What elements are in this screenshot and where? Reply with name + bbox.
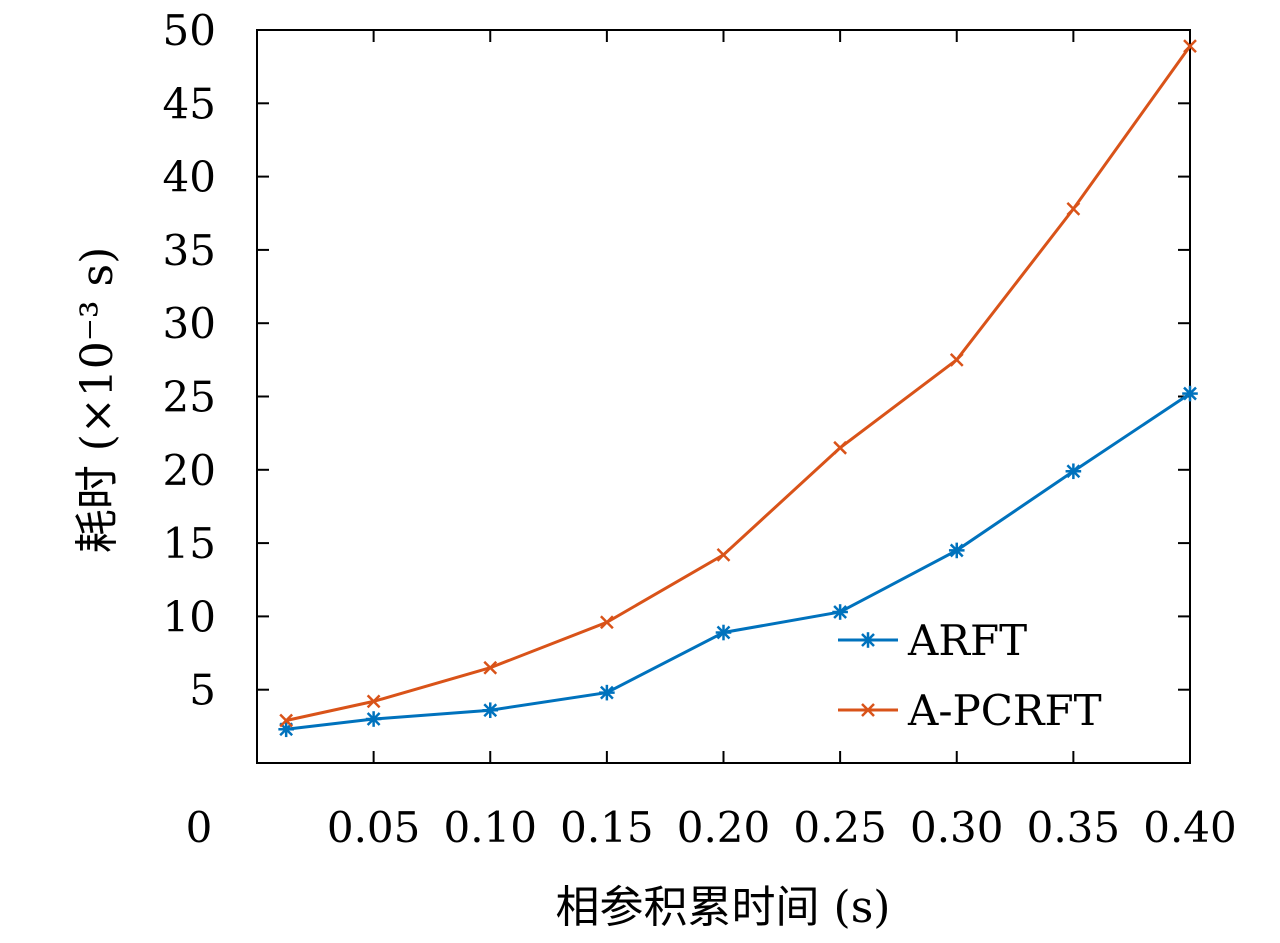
legend-entry: A-PCRFT <box>838 686 1102 735</box>
x-marker <box>833 440 848 455</box>
y-tick-label: 10 <box>163 592 216 641</box>
y-tick-label: 35 <box>163 226 216 275</box>
asterisk-marker <box>1182 385 1198 402</box>
x-marker <box>716 547 731 562</box>
y-tick-label: 45 <box>163 79 216 128</box>
asterisk-marker <box>948 542 965 559</box>
asterisk-marker <box>860 632 876 648</box>
x-marker <box>949 352 964 367</box>
x-marker <box>366 694 381 709</box>
legend: ARFT A-PCRFT <box>838 616 1102 735</box>
x-axis: 0 0.05 0.10 0.15 0.20 0.25 0.30 0.35 0.40 <box>186 30 1237 852</box>
x-tick-label: 0.20 <box>677 803 771 852</box>
y-tick-label: 5 <box>189 666 216 715</box>
asterisk-marker <box>278 721 294 738</box>
x-marker <box>599 615 614 630</box>
plot-frame <box>256 29 1191 764</box>
y-axis-title: 耗时 (×10⁻³ s) <box>72 247 123 554</box>
y-tick-label: 15 <box>163 519 216 568</box>
x-tick-label: 0.25 <box>793 803 887 852</box>
y-tick-label: 25 <box>163 373 216 422</box>
asterisk-marker <box>482 702 499 719</box>
x-marker <box>861 703 875 717</box>
y-axis: 5 10 15 20 25 30 35 40 45 50 <box>163 6 1190 715</box>
x-tick-label: 0.35 <box>1027 803 1121 852</box>
legend-label: ARFT <box>907 616 1027 665</box>
y-tick-label: 20 <box>163 446 216 495</box>
y-tick-label: 40 <box>163 153 216 202</box>
series-line-a-pcrft <box>285 45 1192 722</box>
y-tick-label: 30 <box>163 299 216 348</box>
legend-label: A-PCRFT <box>907 686 1102 735</box>
x-marker <box>1066 201 1081 216</box>
legend-entry: ARFT <box>838 616 1027 665</box>
asterisk-marker <box>365 711 382 727</box>
series-layer <box>278 39 1198 738</box>
asterisk-marker <box>715 624 732 641</box>
asterisk-marker <box>832 604 848 620</box>
series-line-arft <box>286 392 1191 731</box>
series-a-pcrft <box>279 39 1197 728</box>
x-tick-label: 0.15 <box>560 803 654 852</box>
asterisk-marker <box>599 684 615 701</box>
x-tick-label: 0.10 <box>443 803 537 852</box>
x-marker <box>483 660 498 675</box>
series-arft <box>278 385 1198 738</box>
x-tick-label: 0.30 <box>910 803 1004 852</box>
x-axis-title: 相参积累时间 (s) <box>556 882 891 933</box>
x-tick-label: 0.05 <box>327 803 421 852</box>
x-marker <box>279 713 294 728</box>
asterisk-marker <box>1065 463 1082 480</box>
x-tick-label: 0.40 <box>1143 803 1237 852</box>
x-tick-label: 0 <box>186 803 213 852</box>
x-marker <box>1183 39 1197 54</box>
y-tick-label: 50 <box>163 6 216 55</box>
